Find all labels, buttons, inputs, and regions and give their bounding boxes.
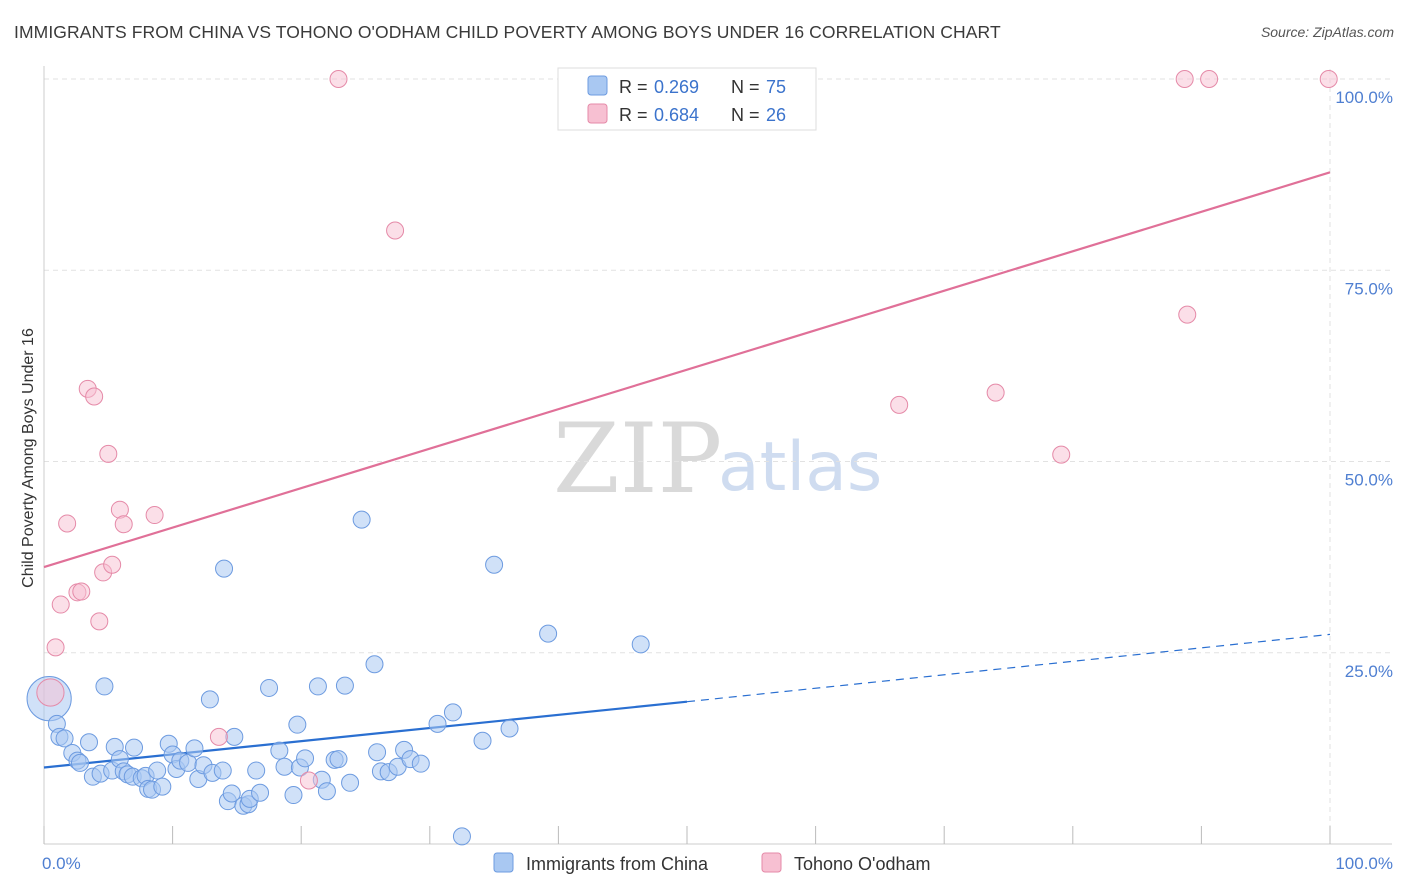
legend-n-label-tohono: N = (731, 105, 760, 125)
china-point (148, 761, 167, 780)
data-points (26, 70, 1338, 846)
y-tick-label: 75.0% (1345, 279, 1393, 298)
china-point (284, 786, 303, 805)
chart-source: Source: ZipAtlas.com (1260, 24, 1394, 40)
china-point (200, 690, 219, 709)
tohono-point (386, 221, 405, 240)
tohono-point (1175, 70, 1194, 88)
tohono-point (72, 582, 91, 601)
legend-n-label-china: N = (731, 77, 760, 97)
tohono-point (46, 638, 65, 657)
china-point (365, 655, 384, 674)
y-axis-label: Child Poverty Among Boys Under 16 (20, 328, 37, 588)
tohono-point (329, 70, 348, 88)
bottom-legend: Immigrants from China Tohono O'odham (493, 852, 931, 874)
x-tick-label: 0.0% (42, 854, 81, 873)
tohono-point (1319, 70, 1338, 88)
bottom-legend-label-tohono: Tohono O'odham (794, 854, 931, 874)
tohono-point (1200, 70, 1219, 88)
legend-r-label-tohono: R = (619, 105, 648, 125)
china-point (473, 731, 492, 750)
tohono-point (114, 515, 133, 534)
grid (44, 69, 1392, 844)
china-point (443, 703, 462, 722)
watermark-atlas: atlas (718, 428, 882, 507)
tohono-point (890, 395, 909, 414)
china-trend-line (43, 700, 688, 769)
china-point (288, 715, 307, 734)
legend-n-value-tohono: 26 (766, 105, 786, 125)
chart-title: IMMIGRANTS FROM CHINA VS TOHONO O'ODHAM … (14, 22, 1001, 42)
china-point (341, 773, 360, 792)
y-tick-label: 25.0% (1345, 662, 1393, 681)
tohono-point (1052, 445, 1071, 464)
china-point (485, 555, 504, 574)
tohono-point (90, 612, 109, 631)
china-point (335, 676, 354, 695)
china-point (71, 753, 90, 772)
china-point (329, 750, 348, 769)
china-point (215, 559, 234, 578)
china-point (308, 677, 327, 696)
china-point (352, 510, 371, 529)
legend: R = 0.269 N = 75 R = 0.684 N = 26 (557, 67, 817, 131)
china-point (270, 741, 289, 760)
tohono-point (99, 444, 118, 463)
china-point (247, 761, 266, 780)
tohono-point (85, 387, 104, 406)
bottom-legend-swatch-china (493, 852, 514, 873)
china-point (296, 749, 315, 768)
legend-r-value-china: 0.269 (654, 77, 699, 97)
legend-swatch-china (587, 75, 608, 96)
legend-swatch-tohono (587, 103, 608, 124)
legend-r-value-tohono: 0.684 (654, 105, 699, 125)
tohono-trend-line (43, 171, 1331, 569)
china-point (317, 782, 336, 801)
china-point (80, 733, 99, 752)
tohono-point (986, 383, 1005, 402)
china-point (631, 635, 650, 654)
china-point (213, 761, 232, 780)
china-point (225, 727, 244, 746)
china-point (368, 743, 387, 762)
china-point (500, 719, 519, 738)
china-point (452, 827, 471, 846)
china-trend-line-extension (686, 633, 1331, 703)
tohono-point (51, 595, 70, 614)
tohono-point (58, 514, 77, 533)
watermark: ZIP atlas (553, 403, 882, 515)
china-point (153, 777, 172, 796)
china-point (222, 784, 241, 803)
tohono-point (103, 555, 122, 574)
tohono-point (1178, 305, 1197, 324)
tohono-point (209, 727, 228, 746)
x-tick-label: 100.0% (1335, 854, 1393, 873)
china-point (411, 754, 430, 773)
y-tick-label: 50.0% (1345, 471, 1393, 490)
china-point (260, 678, 279, 697)
tohono-point (36, 678, 65, 707)
bottom-legend-label-china: Immigrants from China (526, 854, 709, 874)
china-point (55, 729, 74, 748)
legend-r-label-china: R = (619, 77, 648, 97)
china-point (251, 783, 270, 802)
tohono-point (145, 506, 164, 525)
china-point (185, 739, 204, 758)
axes: 25.0% 50.0% 75.0% 100.0% 0.0% 100.0% (42, 66, 1393, 873)
china-point (95, 677, 114, 696)
china-point (275, 757, 294, 776)
trend-lines (43, 171, 1331, 769)
y-tick-label: 100.0% (1335, 88, 1393, 107)
tohono-point (299, 771, 318, 790)
china-point (125, 738, 144, 757)
china-point (428, 714, 447, 733)
legend-n-value-china: 75 (766, 77, 786, 97)
bottom-legend-swatch-tohono (761, 852, 782, 873)
china-point (539, 624, 558, 643)
watermark-zip: ZIP (553, 403, 722, 515)
